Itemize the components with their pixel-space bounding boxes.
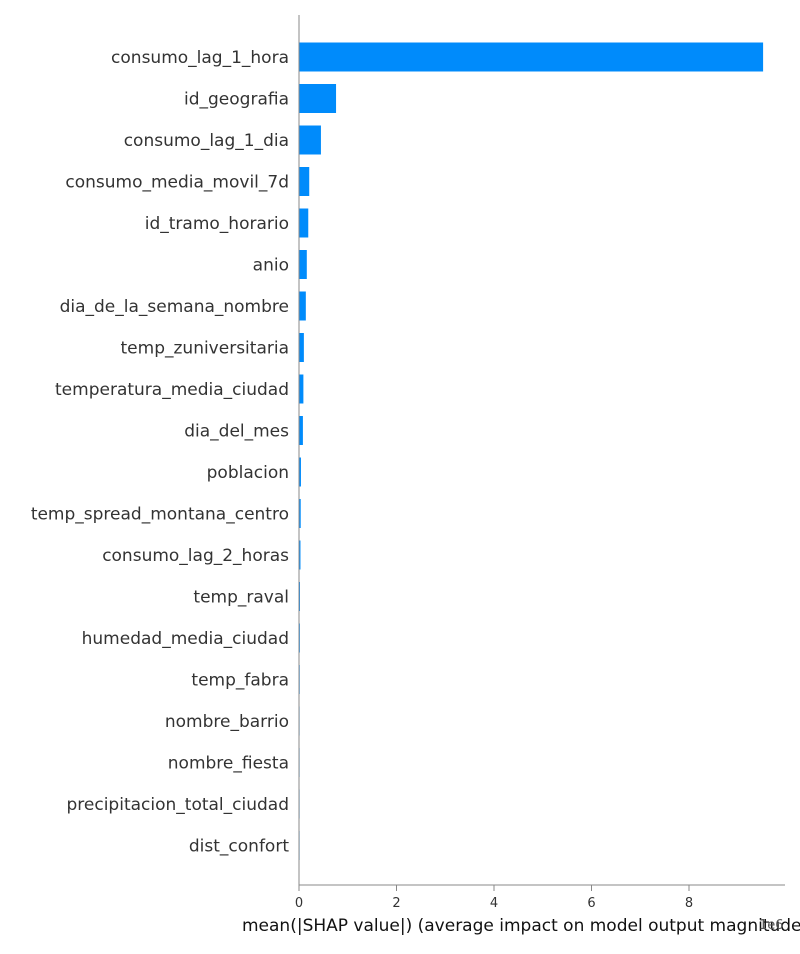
bar-temperatura-media-ciudad — [299, 374, 304, 404]
feature-label-nombre-fiesta: nombre_fiesta — [168, 754, 289, 774]
feature-label-dia-del-mes: dia_del_mes — [184, 422, 289, 442]
feature-label-temp-raval: temp_raval — [193, 588, 289, 608]
feature-label-consumo-lag-1-dia: consumo_lag_1_dia — [124, 131, 289, 151]
x-axis-title: mean(|SHAP value|) (average impact on mo… — [242, 916, 800, 936]
bar-consumo-lag-1-dia — [299, 125, 321, 155]
x-ticks-layer: 0 2 4 6 8 — [295, 885, 693, 911]
x-tick-label: 6 — [587, 896, 595, 911]
feature-label-nombre-barrio: nombre_barrio — [165, 712, 289, 732]
feature-label-consumo-lag-1-hora: consumo_lag_1_hora — [111, 48, 289, 68]
feature-label-precipitacion-total-ciudad: precipitacion_total_ciudad — [67, 795, 290, 815]
bar-consumo-media-movil-7d — [299, 167, 310, 196]
bar-dia-del-mes — [299, 416, 303, 445]
feature-label-poblacion: poblacion — [207, 463, 289, 483]
feature-label-temp-fabra: temp_fabra — [191, 671, 289, 691]
bar-temp-zuniversitaria — [299, 333, 304, 362]
bar-consumo-lag-1-hora — [299, 42, 764, 72]
bar-id-geografia — [299, 84, 337, 113]
bar-id-tramo-horario — [299, 208, 309, 238]
bar-consumo-lag-2-horas — [299, 540, 301, 570]
feature-label-id-geografia: id_geografia — [184, 90, 289, 110]
feature-label-temp-zuniversitaria: temp_zuniversitaria — [121, 339, 289, 359]
bar-anio — [299, 250, 307, 279]
feature-label-consumo-lag-2-horas: consumo_lag_2_horas — [102, 546, 289, 566]
x-tick-label: 4 — [490, 896, 498, 911]
feature-label-id-tramo-horario: id_tramo_horario — [145, 214, 289, 234]
feature-label-anio: anio — [253, 256, 289, 276]
bar-dia-de-la-semana-nombre — [299, 291, 306, 321]
feature-labels-layer: consumo_lag_1_hora id_geografia consumo_la… — [31, 48, 290, 857]
x-tick-label: 0 — [295, 896, 303, 911]
feature-label-humedad-media-ciudad: humedad_media_ciudad — [82, 629, 289, 649]
bar-temp-spread-montana-centro — [299, 499, 301, 528]
feature-label-dia-de-la-semana-nombre: dia_de_la_semana_nombre — [60, 297, 289, 317]
feature-label-dist-confort: dist_confort — [189, 837, 289, 857]
bars-layer — [299, 42, 764, 860]
x-tick-label: 2 — [392, 896, 400, 911]
x-tick-label: 8 — [685, 896, 693, 911]
feature-label-consumo-media-movil-7d: consumo_media_movil_7d — [65, 173, 289, 193]
feature-label-temperatura-media-ciudad: temperatura_media_ciudad — [55, 380, 289, 400]
feature-label-temp-spread-montana-centro: temp_spread_montana_centro — [31, 505, 289, 525]
x-axis-offset-label: 1e6 — [759, 918, 784, 933]
bar-poblacion — [299, 457, 301, 487]
